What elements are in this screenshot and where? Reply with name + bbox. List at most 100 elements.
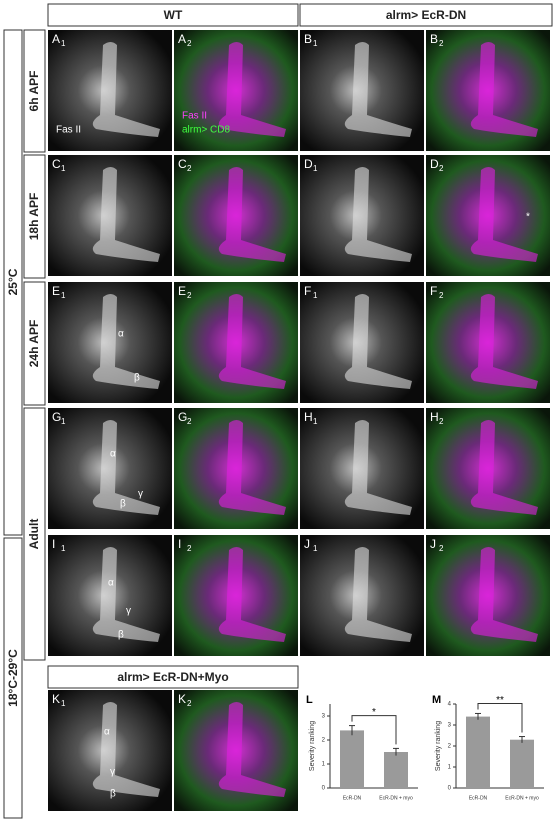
significance: ** [496,695,504,706]
structure [92,547,160,642]
annotation: γ [110,767,115,778]
stage-box [23,407,46,661]
panel-label: B [304,32,312,46]
y-tick-label: 2 [448,744,452,750]
panel-label-sub: 1 [313,39,318,48]
panel-label: F [430,284,437,298]
structure [470,167,538,262]
structure [218,420,286,515]
x-tick-label: EcR-DN [469,795,488,801]
significance-bracket [351,715,397,745]
panel-label: K [52,692,60,706]
panel-label-sub: 1 [61,699,66,708]
panel-label-sub: 2 [439,544,444,553]
temperature: 25°C [6,268,20,295]
significance-bracket [477,702,523,733]
annotation: Fas II [182,111,207,122]
y-tick-label: 3 [448,723,452,729]
structure [470,547,538,642]
panel-label: I [52,537,55,551]
significance: * [372,707,376,718]
temp-box [3,29,23,536]
annotation: * [526,212,530,223]
temperature: 18°C-29°C [6,649,20,707]
structure [344,42,412,137]
panel-label: F [304,284,311,298]
stage-box [23,154,46,279]
panel-label-sub: 2 [439,417,444,426]
structure [218,702,286,797]
structure [92,42,160,137]
structure [470,420,538,515]
panel-label: C [178,157,187,171]
structure [470,42,538,137]
panel-label: A [178,32,186,46]
structure [92,167,160,262]
x-tick-label: EcR-DN [343,795,362,801]
panel-label-sub: 1 [61,39,66,48]
panel-label: G [52,410,61,424]
panel-label-sub: 1 [61,417,66,426]
panel-label-sub: 2 [187,699,192,708]
stage-box [23,281,46,406]
stage-box [23,29,46,153]
annotation: β [110,789,116,800]
panel-label-sub: 2 [439,39,444,48]
panel-label: J [430,537,436,551]
panel-label: E [52,284,60,298]
panel-label: E [178,284,186,298]
stage-label: 24h APF [27,320,41,368]
panel-label: A [52,32,60,46]
stage-label: 18h APF [27,193,41,241]
panel-label: I [178,537,181,551]
structure [92,702,160,797]
panel-label-sub: 2 [439,164,444,173]
y-tick-label: 1 [322,762,326,768]
panel-label-sub: 2 [187,39,192,48]
header-box [299,3,553,27]
y-tick-label: 0 [322,786,326,792]
bar [340,730,364,788]
panel-label-sub: 2 [439,291,444,300]
panel-label: H [430,410,439,424]
panel-label-sub: 1 [61,164,66,173]
annotation: β [120,499,126,510]
panel-label-sub: 1 [313,164,318,173]
annotation: Fas II [56,125,81,136]
structure [218,294,286,389]
header: alrm> EcR-DN [386,8,466,22]
structure [92,420,160,515]
header: WT [164,8,183,22]
header-box [47,3,299,27]
panel-label: K [178,692,186,706]
structure [344,420,412,515]
chart-title: L [306,694,313,706]
structure [344,167,412,262]
y-tick-label: 1 [448,765,452,771]
y-tick-label: 4 [448,702,452,708]
panel-label-sub: 2 [187,291,192,300]
panel-label-sub: 1 [313,544,318,553]
panel-label: J [304,537,310,551]
structure [218,167,286,262]
panel-label-sub: 1 [313,417,318,426]
panel-label: D [304,157,313,171]
x-tick-label: EcR-DN + myo [379,795,413,801]
structure [218,42,286,137]
structure [218,547,286,642]
annotation: α [108,578,114,589]
annotation: α [118,329,124,340]
structure [344,294,412,389]
panel-label: H [304,410,313,424]
bar [466,716,490,788]
panel-label-sub: 1 [61,291,66,300]
structure [470,294,538,389]
panel-label-sub: 2 [187,544,192,553]
annotation: β [118,630,124,641]
bar [510,739,534,788]
structure [344,547,412,642]
annotation: α [104,727,110,738]
header: alrm> EcR-DN+Myo [117,670,228,684]
panel-label: B [430,32,438,46]
